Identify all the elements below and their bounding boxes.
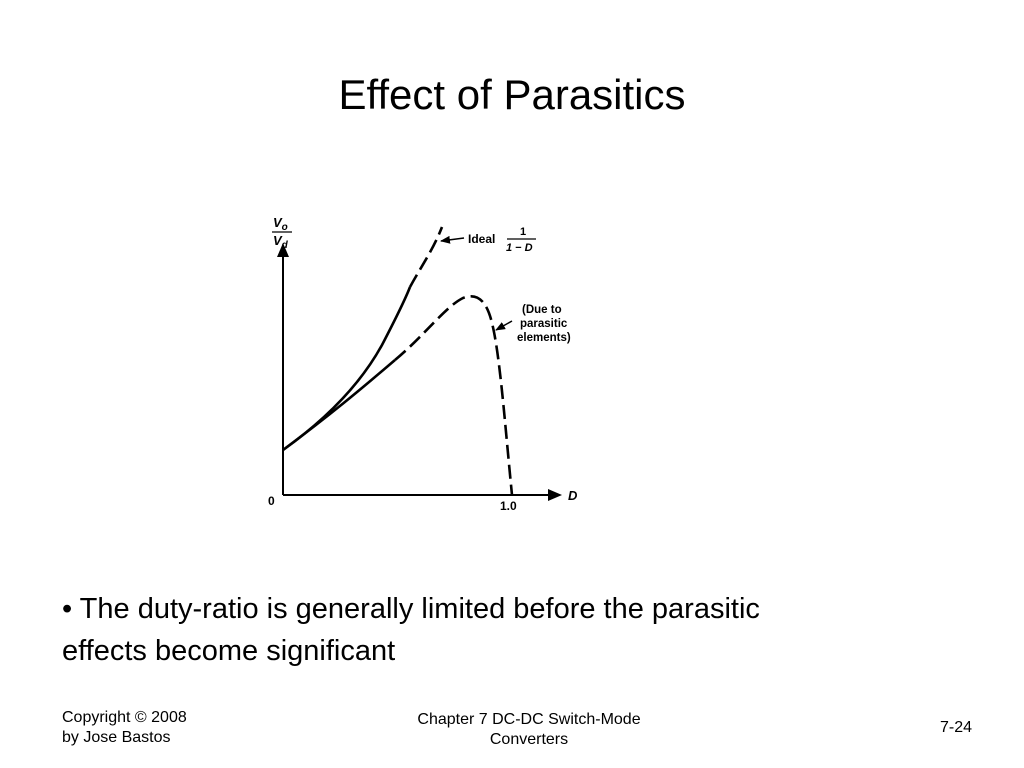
- bullet-text: • The duty-ratio is generally limited be…: [62, 593, 760, 667]
- ideal-label: Ideal: [468, 232, 495, 246]
- y-axis-label-denominator: Vd: [273, 233, 289, 251]
- chapter-line1: Chapter 7 DC-DC Switch-Mode: [417, 711, 641, 728]
- x-axis-label: D: [568, 488, 578, 503]
- chapter-line2: Converters: [489, 731, 569, 748]
- x-tick-label: 1.0: [500, 499, 517, 513]
- parasitic-curve-solid: [282, 359, 396, 452]
- origin-label: 0: [268, 494, 275, 508]
- ideal-curve-dashed: [408, 226, 444, 288]
- page-number: 7-24: [939, 719, 972, 736]
- y-axis-arrow-icon: [277, 243, 289, 257]
- ideal-fraction-numerator: 1: [520, 226, 526, 238]
- copyright-line1: Copyright © 2008: [62, 709, 187, 726]
- copyright-line2: by Jose Bastos: [62, 729, 171, 746]
- parasitic-curve-dashed: [394, 295, 514, 496]
- parasitic-label-line1: (Due to: [522, 304, 562, 316]
- slide-title: Effect of Parasitics: [338, 71, 686, 118]
- ideal-curve-solid: [282, 286, 412, 452]
- parasitic-label-line2: parasitic: [520, 318, 568, 330]
- parasitic-pointer-arrow: [495, 320, 513, 331]
- x-axis-arrow-icon: [548, 489, 562, 501]
- footer-copyright: Copyright © 2008 by Jose Bastos: [62, 708, 282, 748]
- footer-chapter: Chapter 7 DC-DC Switch-Mode Converters: [370, 710, 688, 750]
- parasitic-label-line3: elements): [517, 332, 571, 344]
- conversion-ratio-diagram: Vo Vd 0 1.0 D Ideal 1 1 − D (Due to para…: [268, 215, 578, 513]
- ideal-fraction-denominator: 1 − D: [506, 242, 533, 254]
- y-axis-label-numerator: Vo: [273, 215, 288, 233]
- ideal-pointer-arrow: [440, 235, 465, 244]
